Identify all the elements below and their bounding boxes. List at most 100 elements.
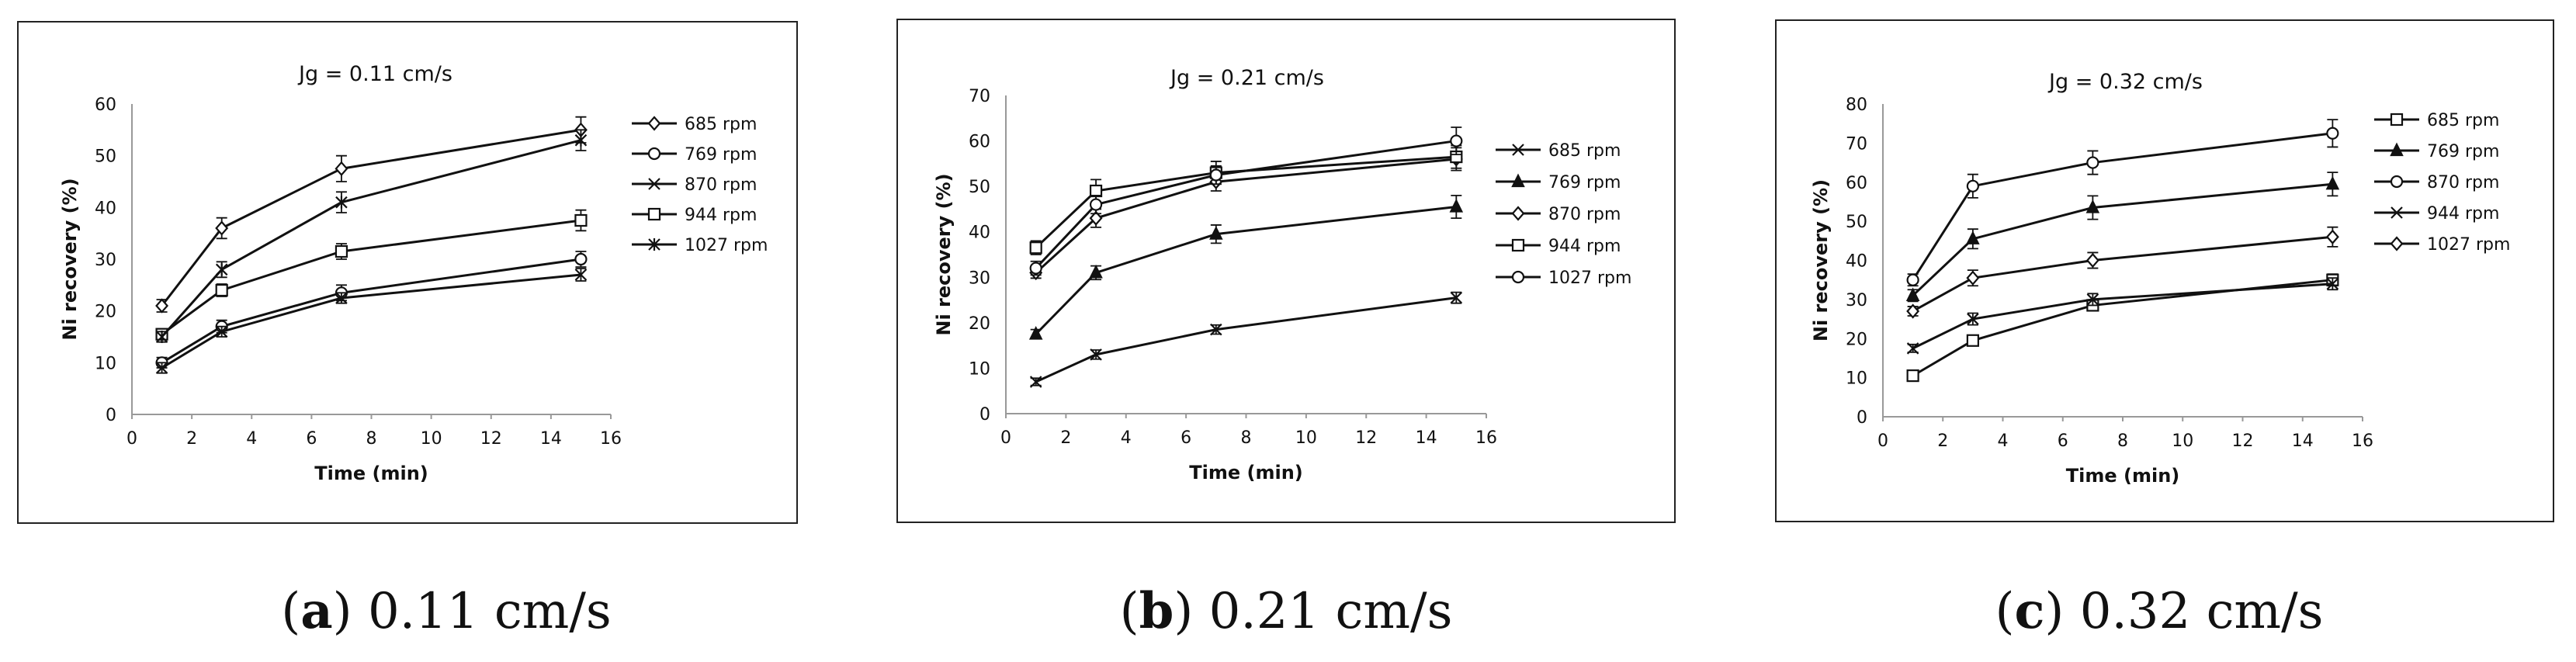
data-point <box>215 220 229 236</box>
data-point <box>1210 323 1222 336</box>
legend-marker <box>2390 142 2404 157</box>
series-line <box>161 273 581 369</box>
series-1027-rpm <box>155 129 588 343</box>
y-tick-label: 20 <box>1846 330 1867 349</box>
x-axis-label: Time (min) <box>314 463 428 484</box>
chart-title: Jg = 0.21 cm/s <box>1169 66 1324 90</box>
legend-label: 769 rpm <box>2427 142 2499 161</box>
series-line <box>1035 155 1457 249</box>
x-tick-label: 14 <box>1416 428 1437 448</box>
data-point <box>1089 210 1103 226</box>
chart-a: Jg = 0.11 cm/s 0 2 4 6 8 10 12 14 16 0 10 20 30 40 50 60… <box>59 62 768 484</box>
legend-marker <box>1512 144 1524 156</box>
y-tick-label: 20 <box>969 314 990 334</box>
y-tick-label: 30 <box>95 251 116 270</box>
chart-panel-c: Jg = 0.32 cm/s 0 2 4 6 8 10 12 14 16 0 10 20 30 40 50 60… <box>1775 19 2554 522</box>
legend-label: 870 rpm <box>2427 173 2499 192</box>
y-axis-label: Ni recovery (%) <box>1810 179 1832 341</box>
caption-b-label: b <box>1139 582 1174 640</box>
x-tick-label: 8 <box>2117 432 2128 451</box>
data-point <box>215 283 228 297</box>
caption-c: (c) 0.32 cm/s <box>1995 582 2324 640</box>
legend-marker <box>2390 236 2404 251</box>
x-tick-label: 4 <box>1121 428 1132 448</box>
data-point <box>2326 127 2339 140</box>
y-tick-label: 50 <box>95 147 116 167</box>
data-point <box>1029 376 1042 388</box>
caption-c-label: c <box>2014 582 2045 640</box>
x-axis-label: Time (min) <box>1189 462 1303 484</box>
y-axis-label: Ni recovery (%) <box>933 173 955 335</box>
legend-marker <box>647 147 661 161</box>
caption-b-text: 0.21 cm/s <box>1193 583 1453 640</box>
legend-label: 1027 rpm <box>685 236 768 255</box>
data-point <box>1906 342 1919 355</box>
legend-marker <box>2390 175 2404 189</box>
data-point <box>1450 291 1463 304</box>
series-line <box>1912 282 2333 350</box>
data-point <box>1966 230 1980 244</box>
data-point <box>574 269 588 281</box>
x-tick-label: 12 <box>2232 432 2254 451</box>
legend-marker <box>1511 238 1525 252</box>
x-tick-label: 0 <box>1877 432 1888 451</box>
data-point <box>335 244 348 258</box>
data-point <box>1966 179 1979 192</box>
series-1027-rpm <box>1906 226 2339 319</box>
caption-b: (b) 0.21 cm/s <box>1119 582 1453 640</box>
data-point <box>2085 252 2099 269</box>
series-line <box>161 139 581 338</box>
y-tick-label: 0 <box>106 406 116 425</box>
x-tick-label: 0 <box>1000 428 1011 448</box>
legend-marker <box>1511 270 1525 284</box>
y-tick-label: 10 <box>95 354 116 373</box>
x-tick-label: 12 <box>1355 428 1377 448</box>
legend-marker <box>1511 173 1525 188</box>
x-tick-label: 16 <box>600 429 622 449</box>
legend-label: 944 rpm <box>685 206 757 225</box>
legend-marker <box>1511 206 1525 221</box>
data-point <box>1450 134 1463 147</box>
data-point <box>155 362 168 374</box>
data-point <box>1906 303 1920 319</box>
legend-marker <box>2390 113 2404 127</box>
data-point <box>1906 369 1919 383</box>
y-tick-label: 70 <box>969 87 990 106</box>
x-tick-label: 8 <box>366 429 377 449</box>
series-870-rpm <box>155 268 588 374</box>
series-line <box>1035 140 1457 269</box>
caption-a-label: a <box>300 582 333 640</box>
data-point <box>1966 270 1980 286</box>
data-point <box>1905 287 1920 301</box>
legend-marker <box>647 207 661 221</box>
chart-panel-b: Jg = 0.21 cm/s 0 2 4 6 8 10 12 14 16 0 10 20 30 40 50 60… <box>896 19 1676 523</box>
data-point <box>1209 168 1222 182</box>
x-tick-label: 10 <box>421 429 442 449</box>
chart-title: Jg = 0.11 cm/s <box>297 62 452 86</box>
caption-c-text: 0.32 cm/s <box>2064 583 2324 640</box>
data-point <box>1209 226 1223 240</box>
x-tick-label: 2 <box>186 429 197 449</box>
x-tick-label: 14 <box>540 429 562 449</box>
y-tick-label: 60 <box>1846 174 1867 193</box>
y-tick-label: 80 <box>1846 95 1867 115</box>
x-tick-label: 16 <box>2352 432 2373 451</box>
series-685-rpm <box>155 116 588 314</box>
data-point <box>2086 293 2099 306</box>
y-axis-label: Ni recovery (%) <box>59 178 81 340</box>
chart-b: Jg = 0.21 cm/s 0 2 4 6 8 10 12 14 16 0 10 20 30 40 50 60… <box>933 66 1631 484</box>
y-tick-label: 10 <box>969 359 990 379</box>
y-tick-label: 50 <box>969 178 990 197</box>
series-944-rpm <box>1906 277 2339 355</box>
y-tick-label: 70 <box>1846 134 1867 154</box>
y-tick-label: 30 <box>1846 291 1867 310</box>
legend-marker <box>648 238 660 251</box>
x-tick-label: 6 <box>2058 432 2068 451</box>
y-tick-label: 50 <box>1846 213 1867 232</box>
data-point <box>335 292 348 304</box>
x-tick-label: 4 <box>246 429 257 449</box>
series-769-rpm <box>1905 172 2340 303</box>
chart-panel-a: Jg = 0.11 cm/s 0 2 4 6 8 10 12 14 16 0 10 20 30 40 50 60… <box>17 21 798 524</box>
legend-label: 870 rpm <box>1548 205 1621 224</box>
series-line <box>1035 158 1457 274</box>
